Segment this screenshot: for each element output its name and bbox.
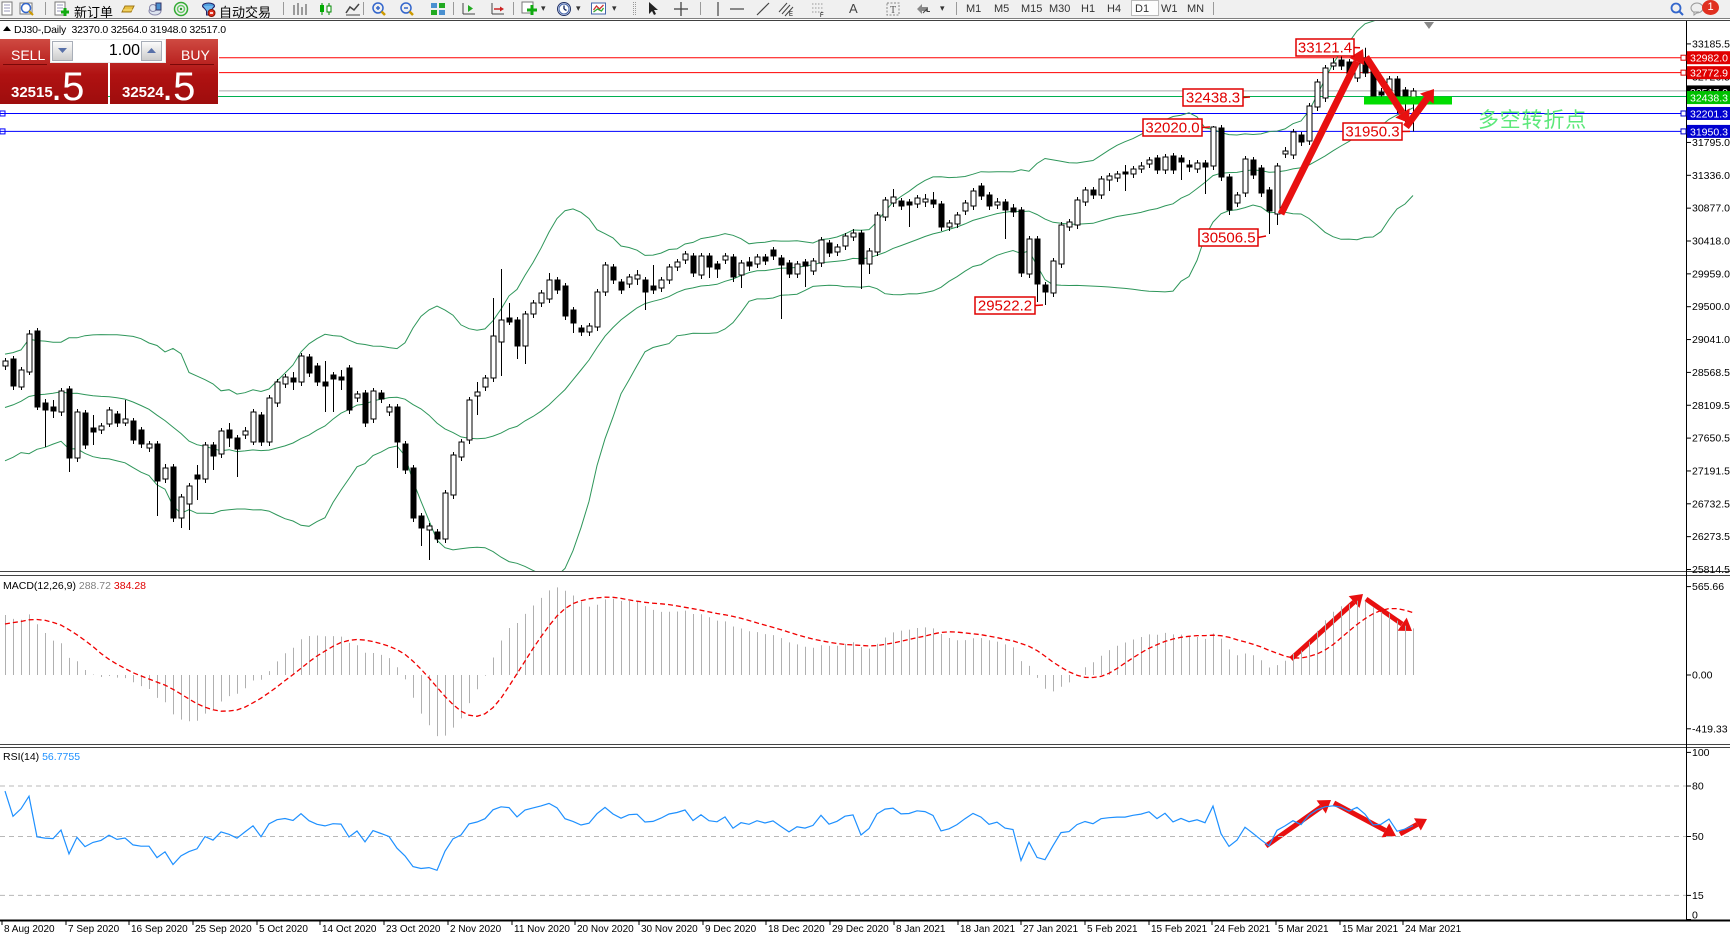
svg-text:32982.0: 32982.0	[1690, 53, 1728, 65]
svg-text:31795.0: 31795.0	[1692, 137, 1730, 149]
svg-text:多空转折点: 多空转折点	[1478, 109, 1587, 132]
svg-text:25 Sep 2020: 25 Sep 2020	[195, 924, 252, 935]
svg-text:16 Sep 2020: 16 Sep 2020	[131, 924, 188, 935]
svg-text:5 Feb 2021: 5 Feb 2021	[1087, 924, 1138, 935]
svg-text:24 Mar 2021: 24 Mar 2021	[1405, 924, 1462, 935]
svg-text:32772.9: 32772.9	[1690, 68, 1728, 80]
svg-text:30 Nov 2020: 30 Nov 2020	[641, 924, 698, 935]
svg-text:F: F	[820, 13, 824, 17]
svg-text:15: 15	[1692, 890, 1704, 902]
svg-text:32201.3: 32201.3	[1690, 108, 1728, 120]
svg-text:27191.5: 27191.5	[1692, 465, 1730, 477]
svg-text:9 Dec 2020: 9 Dec 2020	[705, 924, 757, 935]
svg-text:0.00: 0.00	[1692, 670, 1713, 682]
svg-text:7 Sep 2020: 7 Sep 2020	[68, 924, 120, 935]
svg-text:32438.3: 32438.3	[1186, 90, 1240, 107]
svg-text:29500.0: 29500.0	[1692, 301, 1730, 313]
svg-text:8 Jan 2021: 8 Jan 2021	[896, 924, 946, 935]
svg-text:26732.5: 26732.5	[1692, 498, 1730, 510]
svg-text:15 Feb 2021: 15 Feb 2021	[1151, 924, 1208, 935]
svg-text:14 Oct 2020: 14 Oct 2020	[322, 924, 377, 935]
svg-text:32438.3: 32438.3	[1690, 93, 1728, 105]
svg-text:30418.0: 30418.0	[1692, 236, 1730, 248]
svg-text:E: E	[789, 12, 793, 17]
svg-text:30877.0: 30877.0	[1692, 203, 1730, 215]
svg-text:18 Jan 2021: 18 Jan 2021	[960, 924, 1015, 935]
svg-text:DJ30-,Daily 32370.0 32564.0 3: DJ30-,Daily 32370.0 32564.0 31948.0 3251…	[14, 24, 226, 36]
svg-text:MACD(12,26,9) 288.72 384.28: MACD(12,26,9) 288.72 384.28	[3, 580, 146, 592]
svg-text:15 Mar 2021: 15 Mar 2021	[1342, 924, 1399, 935]
svg-text:18 Dec 2020: 18 Dec 2020	[768, 924, 825, 935]
svg-text:0: 0	[1692, 910, 1698, 922]
svg-text:5 Mar 2021: 5 Mar 2021	[1278, 924, 1329, 935]
svg-text:29 Dec 2020: 29 Dec 2020	[832, 924, 889, 935]
svg-text:26273.5: 26273.5	[1692, 531, 1730, 543]
svg-text:8 Aug 2020: 8 Aug 2020	[4, 924, 55, 935]
svg-text:5 Oct 2020: 5 Oct 2020	[259, 924, 308, 935]
svg-text:-419.33: -419.33	[1692, 723, 1728, 735]
svg-text:28568.5: 28568.5	[1692, 367, 1730, 379]
svg-text:2 Nov 2020: 2 Nov 2020	[450, 924, 502, 935]
svg-text:31950.3: 31950.3	[1345, 124, 1399, 141]
svg-text:23 Oct 2020: 23 Oct 2020	[386, 924, 441, 935]
svg-text:RSI(14) 56.7755: RSI(14) 56.7755	[3, 751, 80, 763]
svg-text:29522.2: 29522.2	[978, 298, 1032, 315]
svg-text:80: 80	[1692, 781, 1704, 793]
svg-text:565.66: 565.66	[1692, 581, 1724, 593]
svg-text:33121.4: 33121.4	[1298, 40, 1352, 57]
svg-text:20 Nov 2020: 20 Nov 2020	[577, 924, 634, 935]
svg-text:31336.0: 31336.0	[1692, 170, 1730, 182]
svg-text:25814.5: 25814.5	[1692, 564, 1730, 576]
svg-text:24 Feb 2021: 24 Feb 2021	[1214, 924, 1271, 935]
svg-text:27650.5: 27650.5	[1692, 433, 1730, 445]
svg-text:30506.5: 30506.5	[1201, 230, 1255, 247]
svg-text:T: T	[890, 5, 896, 16]
svg-text:50: 50	[1692, 831, 1704, 843]
svg-text:11 Nov 2020: 11 Nov 2020	[514, 924, 570, 935]
svg-text:33185.5: 33185.5	[1692, 38, 1730, 50]
svg-text:27 Jan 2021: 27 Jan 2021	[1023, 924, 1078, 935]
svg-text:31950.3: 31950.3	[1690, 126, 1728, 138]
svg-text:28109.5: 28109.5	[1692, 400, 1730, 412]
svg-text:100: 100	[1692, 747, 1710, 759]
svg-text:29959.0: 29959.0	[1692, 268, 1730, 280]
svg-text:29041.0: 29041.0	[1692, 334, 1730, 346]
svg-text:32020.0: 32020.0	[1145, 120, 1199, 137]
